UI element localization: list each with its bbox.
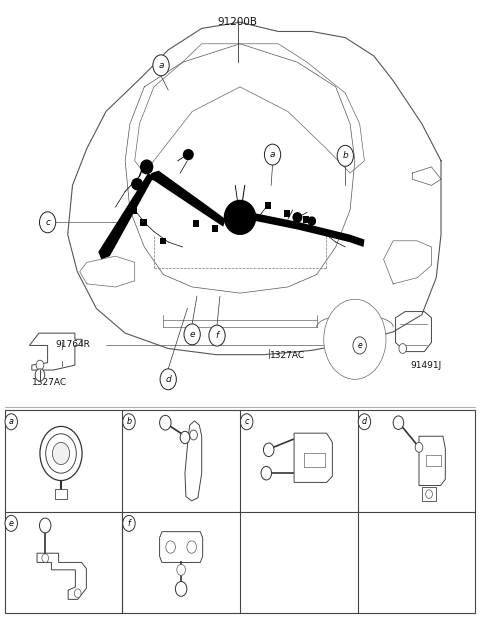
Polygon shape — [253, 213, 364, 247]
Circle shape — [159, 415, 171, 430]
Polygon shape — [148, 171, 226, 226]
Text: b: b — [126, 417, 132, 426]
Circle shape — [40, 426, 82, 481]
Circle shape — [160, 369, 176, 390]
Circle shape — [74, 589, 81, 597]
FancyBboxPatch shape — [159, 238, 166, 244]
Text: d: d — [165, 375, 171, 384]
Circle shape — [415, 442, 423, 452]
FancyBboxPatch shape — [284, 210, 290, 217]
Text: d: d — [362, 417, 367, 426]
FancyBboxPatch shape — [193, 220, 199, 227]
Ellipse shape — [141, 160, 153, 173]
Text: c: c — [244, 417, 249, 426]
Circle shape — [5, 515, 17, 531]
Text: 91200B: 91200B — [217, 17, 258, 27]
Circle shape — [358, 414, 371, 430]
Circle shape — [123, 515, 135, 531]
Circle shape — [393, 416, 404, 429]
FancyBboxPatch shape — [4, 410, 476, 613]
Circle shape — [36, 360, 44, 370]
Text: a: a — [158, 61, 164, 70]
Text: 1125AB: 1125AB — [26, 527, 60, 536]
FancyBboxPatch shape — [265, 202, 271, 209]
Text: a: a — [9, 417, 13, 426]
Circle shape — [166, 541, 175, 553]
Text: e: e — [357, 341, 362, 350]
Circle shape — [39, 212, 56, 233]
Circle shape — [175, 582, 187, 596]
Text: 1141AC: 1141AC — [247, 440, 281, 449]
Circle shape — [240, 414, 253, 430]
FancyBboxPatch shape — [422, 487, 436, 501]
Text: 91177: 91177 — [24, 420, 52, 429]
Ellipse shape — [225, 201, 255, 234]
Circle shape — [42, 554, 48, 563]
Circle shape — [177, 565, 185, 576]
Circle shape — [399, 344, 407, 354]
FancyBboxPatch shape — [55, 489, 67, 499]
Ellipse shape — [132, 178, 143, 189]
Text: e: e — [9, 519, 13, 528]
Text: 91764R: 91764R — [56, 339, 91, 349]
Circle shape — [184, 324, 200, 345]
Circle shape — [324, 299, 386, 379]
Text: 1141AC: 1141AC — [366, 424, 400, 433]
Text: f: f — [216, 331, 218, 340]
Circle shape — [52, 442, 70, 465]
Circle shape — [187, 541, 196, 553]
Text: 1125AB: 1125AB — [136, 590, 169, 600]
Circle shape — [264, 443, 274, 457]
Circle shape — [35, 369, 45, 381]
Circle shape — [39, 518, 51, 533]
Circle shape — [5, 414, 17, 430]
Text: c: c — [45, 218, 50, 227]
FancyBboxPatch shape — [131, 207, 137, 213]
FancyBboxPatch shape — [212, 225, 218, 232]
Ellipse shape — [293, 213, 302, 222]
Ellipse shape — [308, 217, 315, 225]
Circle shape — [261, 466, 272, 480]
FancyBboxPatch shape — [141, 219, 147, 226]
Circle shape — [337, 146, 353, 167]
Text: 1141AC: 1141AC — [131, 426, 165, 434]
Circle shape — [426, 490, 432, 499]
Circle shape — [264, 144, 281, 165]
Text: 91491J: 91491J — [410, 361, 441, 370]
Ellipse shape — [183, 150, 193, 160]
FancyBboxPatch shape — [303, 216, 310, 223]
Circle shape — [123, 414, 135, 430]
Circle shape — [180, 431, 190, 444]
Text: e: e — [190, 330, 195, 339]
Circle shape — [46, 434, 76, 473]
Text: b: b — [342, 151, 348, 160]
Circle shape — [209, 325, 225, 346]
Text: a: a — [270, 150, 276, 159]
Circle shape — [190, 430, 197, 440]
Text: f: f — [128, 519, 131, 528]
Text: 1327AC: 1327AC — [270, 350, 305, 360]
Circle shape — [153, 55, 169, 76]
Text: 1327AC: 1327AC — [32, 378, 67, 387]
Polygon shape — [98, 173, 154, 259]
Circle shape — [353, 337, 366, 354]
